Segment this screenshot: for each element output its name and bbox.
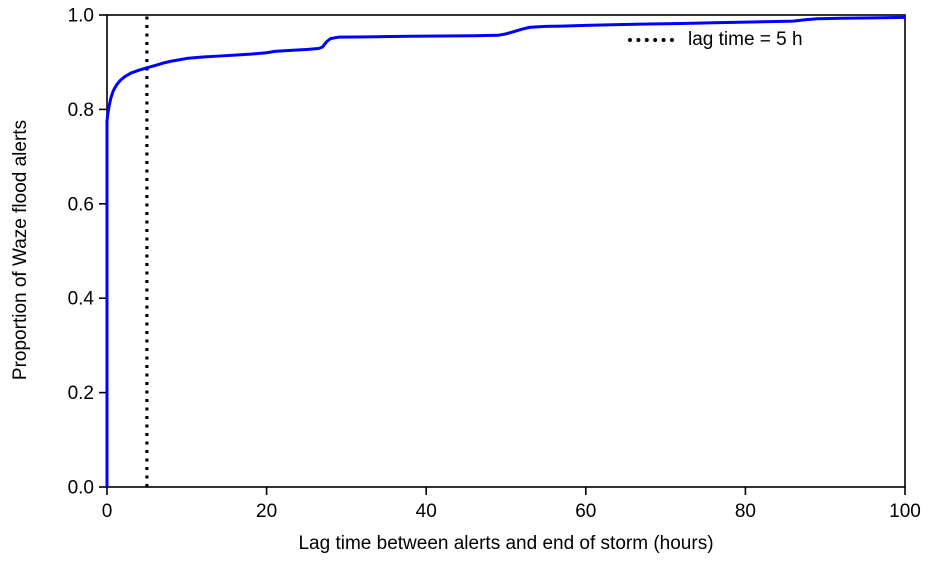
y-tick-label: 0.8 xyxy=(68,100,94,121)
x-tick-label: 60 xyxy=(575,501,596,522)
y-tick-label: 0.0 xyxy=(68,478,94,499)
y-axis-label: Proportion of Waze flood alerts xyxy=(10,119,31,381)
y-tick-label: 0.2 xyxy=(68,383,94,404)
x-tick-label: 0 xyxy=(102,501,113,522)
y-tick-label: 0.6 xyxy=(68,194,94,215)
x-axis-label: Lag time between alerts and end of storm… xyxy=(298,533,714,554)
x-tick-label: 20 xyxy=(256,501,277,522)
x-tick-label: 80 xyxy=(735,501,756,522)
x-tick-label: 100 xyxy=(889,501,921,522)
x-tick-label: 40 xyxy=(416,501,437,522)
dotted-line-icon xyxy=(628,38,674,42)
plot-frame xyxy=(106,14,906,488)
y-tick-label: 0.4 xyxy=(68,289,95,310)
legend-label: lag time = 5 h xyxy=(688,29,803,50)
ecdf-line xyxy=(105,15,906,487)
legend: lag time = 5 h xyxy=(628,29,803,51)
y-tick-label: 1.0 xyxy=(68,6,94,27)
